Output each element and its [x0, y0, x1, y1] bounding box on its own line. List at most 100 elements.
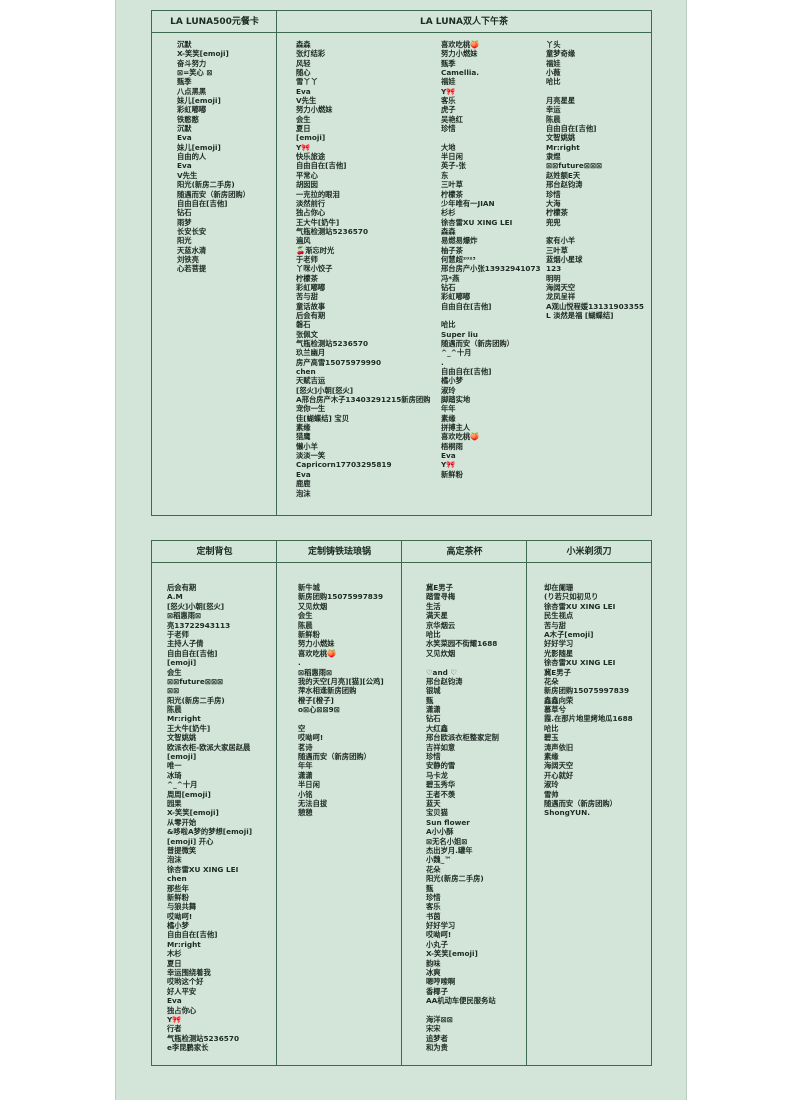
list-item: V先生	[177, 170, 198, 180]
list-item: 月亮星星	[546, 96, 576, 106]
list-item: 年年	[441, 404, 456, 414]
list-item: 阳光(新房二手房)	[426, 874, 484, 884]
list-item: 潇潇	[426, 705, 441, 715]
list-item	[546, 227, 644, 236]
list-item: ^_^十月	[441, 348, 472, 358]
list-item: ⊠⊠future⊠⊠⊠	[546, 161, 603, 171]
list-item: 海洋⊠⊠	[426, 1014, 453, 1024]
list-item: Camellia.	[441, 68, 480, 78]
list-item: 素缘	[441, 413, 456, 423]
list-item: 努力小燃妹	[296, 105, 333, 115]
list-item: 沉默	[177, 40, 192, 49]
list-item: 书茵	[426, 911, 441, 921]
list-item: 京华烟云	[426, 620, 456, 630]
list-item: X-笑笑[emoji]	[167, 808, 219, 818]
list-item: 新鲜粉	[441, 469, 463, 479]
header-cast-iron-pot: 定制铸铁珐琅锅	[277, 541, 402, 563]
list-item: 茗诗	[298, 742, 313, 752]
list-item: 周周[emoji]	[167, 789, 211, 799]
document-panel: LA LUNA500元餐卡 LA LUNA双人下午茶 沉默 X-笑笑[emoji]…	[115, 0, 687, 1100]
list-item: 龙凤呈祥	[546, 292, 576, 302]
list-item: 风轻	[296, 58, 311, 68]
list-item: 独占你心	[167, 1005, 197, 1015]
divider	[276, 11, 277, 515]
list-item: A观山悦程媛13131903355	[546, 301, 644, 311]
list-item: 哎呦呵!	[426, 930, 452, 940]
list-item: 猎鹰	[296, 432, 311, 442]
list-item: 于老师	[296, 254, 318, 264]
list-item: 杉杉	[441, 208, 456, 218]
list-item: 铁憨憨	[177, 114, 199, 124]
list-item: ⊠⊠	[167, 686, 180, 696]
list-item: 柠檬茶	[546, 208, 568, 218]
list-item: 安静的雪	[426, 761, 456, 771]
list-item: A木子[emoji]	[544, 629, 594, 639]
list-item: 自由自在[吉他]	[167, 648, 218, 658]
list-item: ShongYUN.	[544, 808, 590, 818]
list-item: 素缘	[296, 423, 311, 433]
list-item: 与狼共舞	[167, 902, 197, 912]
list-item: 甄季	[441, 58, 456, 68]
list-item: 徐杏雷XU XING LEI	[167, 864, 239, 874]
list-item: 大海	[546, 198, 561, 208]
list-item: ⊠稻惠雨⊠	[167, 611, 202, 621]
list-item: 自由自在[吉他]	[441, 301, 492, 311]
list-item: &哆啦A梦的梦想[emoji]	[167, 827, 253, 837]
list-item: Sun flower	[426, 817, 470, 827]
list-item: 钻石	[441, 282, 456, 292]
list-item: 喜欢吃桃🍑	[298, 648, 337, 658]
list-item: 徐杏雷XU XING LEI	[441, 217, 513, 227]
list-item: 甄	[426, 883, 434, 893]
list-item: 橘小梦	[167, 921, 189, 931]
list-item: 嗯哼嗦啊	[426, 977, 456, 987]
list-item: (り若只如初见り	[544, 592, 599, 602]
winner-list-pot: 新牛城 新房团购15075997839 又见炊烟 会生 陈晨 新鲜粉 努力小燃妹 喜欢吃桃🍑.…	[298, 583, 384, 818]
list-item: 独占你心	[296, 208, 326, 218]
list-item: 好好学习	[544, 639, 574, 649]
list-item: Eva	[177, 161, 192, 171]
list-item: 阳光(新房二手房)	[167, 695, 225, 705]
list-item: 冰爽	[426, 968, 441, 978]
list-item: A小小酥	[426, 827, 454, 837]
list-item: 福娃	[546, 58, 561, 68]
list-item: 妹儿[emoji]	[177, 96, 221, 106]
list-item: 邢台赵钧涛	[426, 676, 463, 686]
list-item: 幸运	[546, 105, 561, 115]
list-item: [emoji] 开心	[167, 836, 214, 846]
list-item: 香椰子	[426, 986, 448, 996]
list-item: 好人平安	[167, 986, 197, 996]
list-item: 邢台房产小张13932941073	[441, 264, 541, 274]
list-item: 雪丫丫	[296, 77, 318, 87]
list-item: 蓝天	[426, 798, 441, 808]
list-item: 唯一	[167, 761, 182, 771]
list-item: 陈晨	[546, 114, 561, 124]
list-item: 随遇而安（新房团购）	[441, 339, 514, 348]
list-item: Eva	[296, 469, 311, 479]
list-item: 花朵	[544, 676, 559, 686]
list-item: 珍惜	[441, 124, 456, 134]
list-item: 文智姚姚	[546, 133, 576, 143]
list-item: 彩虹嘟嘟	[177, 105, 207, 115]
list-item: 潇潇	[298, 770, 313, 780]
list-item: 彩虹嘟嘟	[296, 282, 326, 292]
list-item: 小铭	[298, 789, 313, 799]
list-item: Capricorn17703295819	[296, 460, 392, 470]
list-item: 萍水相逢新房团购	[298, 686, 357, 696]
list-item: 会生	[296, 114, 311, 124]
list-item: 自由自在[吉他]	[167, 930, 218, 940]
list-item: Eva	[167, 996, 182, 1006]
list-item: 哎哟这个好	[167, 977, 204, 987]
list-item: 行者	[167, 1024, 182, 1034]
list-item: 淡然前行	[296, 198, 326, 208]
list-item: Eva	[296, 86, 311, 96]
list-item: 韵味	[426, 958, 441, 968]
list-item: 新牛城	[298, 583, 320, 592]
divider	[401, 541, 402, 1065]
list-item: 淡淡一笑	[296, 451, 326, 461]
winner-list-luna-500-card: 沉默 X-笑笑[emoji] 奋斗努力 ⊠=笑心 ⊠ 甄季 八点黑黑 妹儿[emoji] 彩虹…	[177, 40, 250, 274]
list-item: 和为贵	[426, 1043, 448, 1053]
list-item: 银城	[426, 686, 441, 696]
list-item: 童话故事	[296, 301, 326, 311]
list-item: 泡沫	[167, 855, 182, 865]
list-item: 木杉	[167, 949, 182, 959]
